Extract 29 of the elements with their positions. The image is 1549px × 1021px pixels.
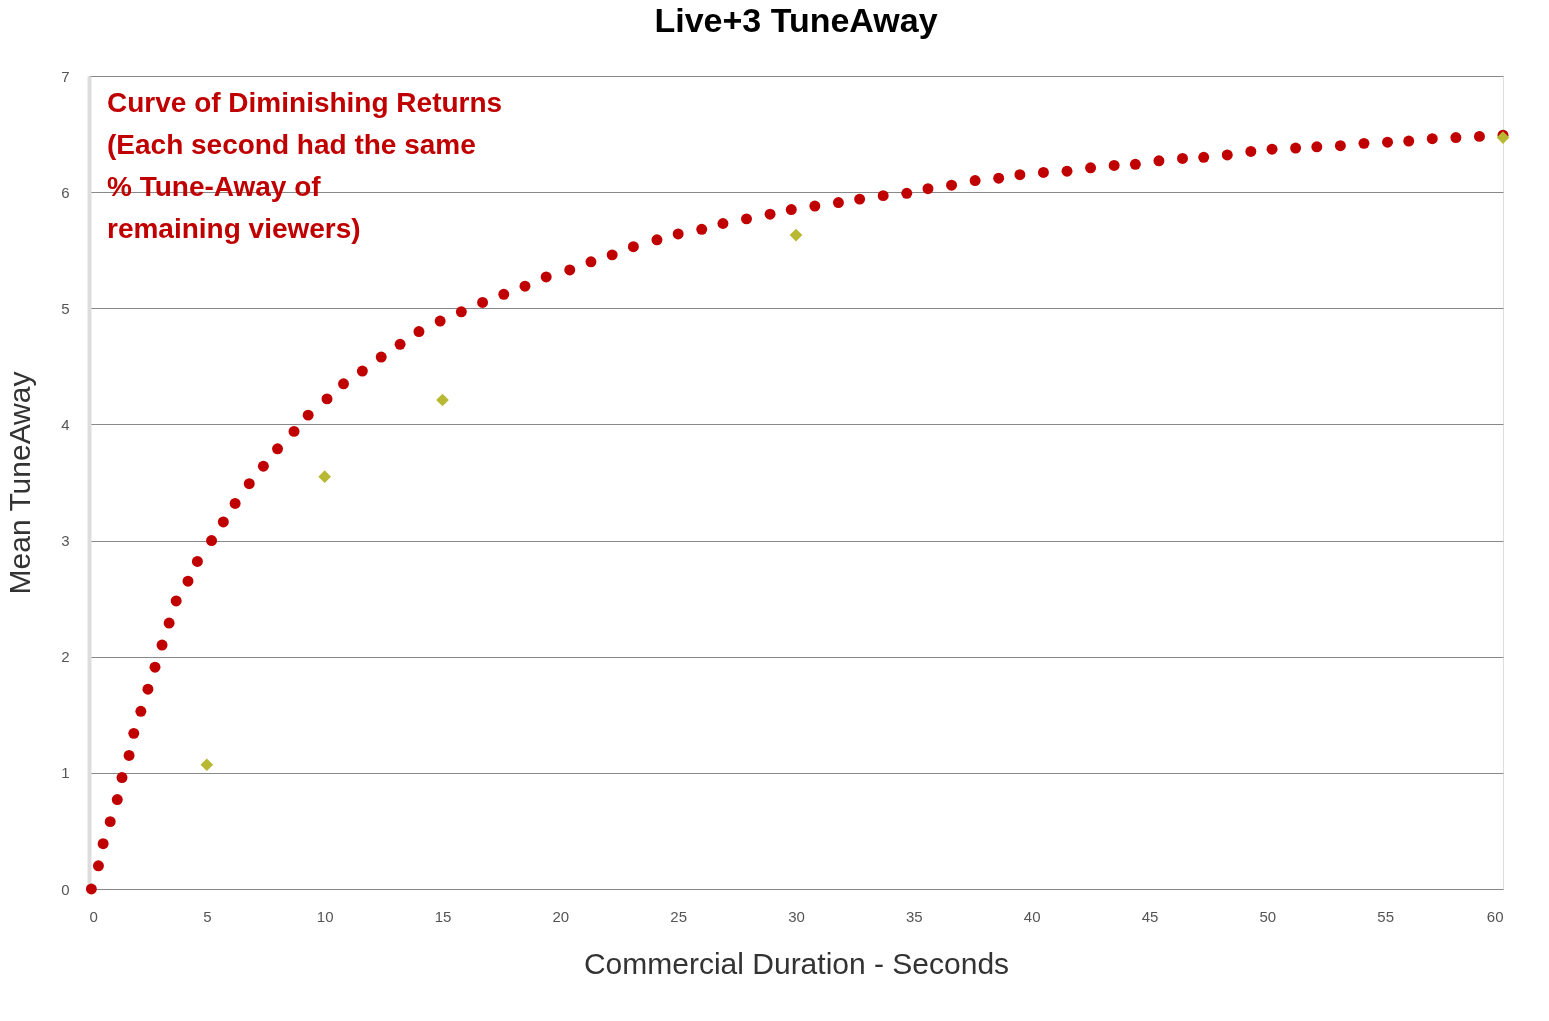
x-tick-label: 40 [1023,907,1041,925]
point [436,393,449,407]
y-tick-label: 0 [61,880,70,898]
x-tick-label: 0 [89,907,98,925]
x-tick-label: 50 [1259,907,1277,925]
point [789,228,803,242]
y-tick-label: 3 [61,532,70,550]
x-tick-label: 15 [434,907,452,925]
y-tick-label: 1 [61,764,70,782]
x-tick-label: 5 [203,907,212,925]
x-tick-label: 20 [552,907,570,925]
x-tick-label: 55 [1377,907,1395,925]
point [318,470,331,484]
y-tick-label: 6 [61,183,70,201]
x-tick-label: 45 [1141,907,1159,925]
x-tick-label: 60 [1486,907,1504,925]
x-axis-title: Commercial Duration - Seconds [583,946,1010,980]
y-tick-label: 2 [61,648,70,666]
y-tick-label: 4 [61,415,70,433]
x-tick-label: 30 [788,907,805,925]
annotation: Curve of Diminishing Returns (Each second had the same % Tune-Away of remaining viewers) [107,87,503,244]
y-tick-label: 7 [61,67,70,85]
x-tick-label: 10 [316,907,334,925]
x-tick-label: 35 [905,907,923,925]
y-axis-title: Mean TuneAway [3,371,37,595]
x-tick-label: 25 [670,907,688,925]
y-tick-label: 5 [61,299,70,317]
chart-title: Live+3 TuneAway [654,1,938,39]
point [200,758,214,772]
